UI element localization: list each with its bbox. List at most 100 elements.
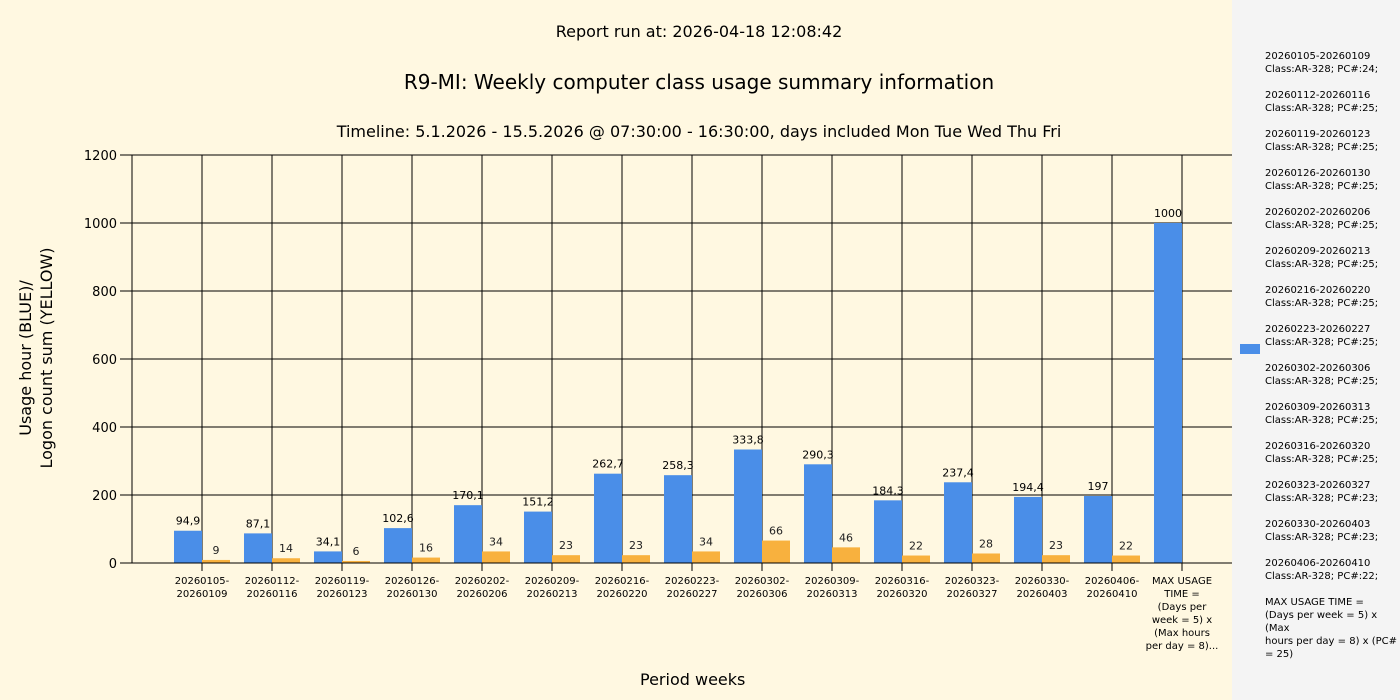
usage-hour-label: 184,3 (872, 484, 904, 497)
usage-hour-label: 258,3 (662, 459, 694, 472)
y-tick-label: 1000 (84, 217, 117, 232)
x-tick-label: 20260309- (805, 576, 860, 587)
chart-subtitle: Timeline: 5.1.2026 - 15.5.2026 @ 07:30:0… (336, 122, 1062, 141)
legend-item: 20260323-20260327 Class:AR-328; PC#:23; (1265, 480, 1379, 504)
usage-hour-label: 197 (1088, 480, 1109, 493)
x-tick-label: 20260406- (1085, 576, 1140, 587)
usage-hour-bar (1154, 223, 1182, 563)
usage-hour-label: 333,8 (732, 434, 764, 447)
logon-count-bar (412, 557, 440, 563)
logon-count-bar (342, 560, 370, 563)
logon-count-label: 46 (839, 531, 853, 544)
usage-hour-label: 194,4 (1012, 481, 1044, 494)
x-tick-label: 20260206 (457, 589, 508, 600)
x-tick-label: 20260327 (947, 589, 998, 600)
legend-item: 20260202-20260206 Class:AR-328; PC#:25; (1265, 207, 1379, 231)
y-tick-label: 400 (92, 421, 117, 436)
x-tick-label: 20260410 (1087, 589, 1138, 600)
usage-hour-bar (804, 464, 832, 563)
legend-item: 20260406-20260410 Class:AR-328; PC#:22; (1265, 558, 1379, 582)
x-tick-label: 20260119- (315, 576, 370, 587)
usage-hour-label: 87,1 (246, 517, 271, 530)
x-tick-label: 20260130 (387, 589, 438, 600)
chart-title: R9-MI: Weekly computer class usage summa… (403, 70, 995, 94)
x-tick-label: 20260302- (735, 576, 790, 587)
x-tick-label: 20260403 (1017, 589, 1068, 600)
x-tick-label: per day = 8)... (1146, 641, 1219, 652)
logon-count-label: 22 (1119, 540, 1133, 553)
legend-item: 20260330-20260403 Class:AR-328; PC#:23; (1265, 519, 1379, 543)
usage-hour-label: 262,7 (592, 458, 624, 471)
legend-swatch (1240, 344, 1260, 354)
x-tick-label: 20260202- (455, 576, 510, 587)
x-tick-label: 20260126- (385, 576, 440, 587)
usage-hour-label: 1000 (1154, 207, 1182, 220)
x-tick-label: 20260227 (667, 589, 718, 600)
x-tick-label: 20260123 (317, 589, 368, 600)
logon-count-bar (692, 551, 720, 563)
legend-item: 20260302-20260306 Class:AR-328; PC#:25; (1265, 363, 1379, 387)
y-tick-label: 1200 (84, 149, 117, 164)
logon-count-label: 28 (979, 537, 993, 550)
x-tick-label: (Max hours (1154, 628, 1210, 639)
logon-count-label: 34 (489, 535, 503, 548)
logon-count-label: 22 (909, 540, 923, 553)
x-tick-label: 20260330- (1015, 576, 1070, 587)
x-tick-label: 20260316- (875, 576, 930, 587)
legend-item: 20260316-20260320 Class:AR-328; PC#:25; (1265, 441, 1379, 465)
logon-count-bar (552, 555, 580, 563)
report-run-time: Report run at: 2026-04-18 12:08:42 (555, 22, 843, 41)
x-tick-label: TIME = (1163, 589, 1200, 600)
x-tick-label: 20260105- (175, 576, 230, 587)
x-tick-label: (Days per (1158, 602, 1208, 613)
logon-count-bar (622, 555, 650, 563)
logon-count-label: 66 (769, 525, 783, 538)
x-tick-label: week = 5) x (1152, 615, 1212, 626)
x-tick-label: 20260223- (665, 576, 720, 587)
usage-hour-bar (244, 533, 272, 563)
legend: 20260105-20260109 Class:AR-328; PC#:24; 2… (1232, 0, 1400, 700)
bar-chart: 0 200 400 600 800 1000 1200 94,9 9 20260105- 20260… (16, 149, 1232, 652)
usage-hour-label: 290,3 (802, 448, 834, 461)
usage-hour-bar (1084, 496, 1112, 563)
legend-item: 20260112-20260116 Class:AR-328; PC#:25; (1265, 90, 1379, 114)
legend-item: 20260209-20260213 Class:AR-328; PC#:25; (1265, 246, 1379, 270)
y-tick-label: 600 (92, 353, 117, 368)
logon-count-bar (272, 558, 300, 563)
usage-hour-bar (314, 551, 342, 563)
legend-item: 20260105-20260109 Class:AR-328; PC#:24; (1265, 51, 1379, 75)
legend-item: 20260126-20260130 Class:AR-328; PC#:25; (1265, 168, 1379, 192)
y-tick-label: 800 (92, 285, 117, 300)
logon-count-bar (832, 547, 860, 563)
legend-item: MAX USAGE TIME = (Days per week = 5) x (… (1265, 597, 1398, 660)
usage-hour-bar (594, 473, 622, 563)
logon-count-label: 16 (419, 542, 433, 555)
legend-item: 20260216-20260220 Class:AR-328; PC#:25; (1265, 285, 1379, 309)
logon-count-bar (1112, 555, 1140, 563)
usage-hour-bar (734, 449, 762, 563)
legend-item: 20260309-20260313 Class:AR-328; PC#:25; (1265, 402, 1379, 426)
y-tick-label: 200 (92, 489, 117, 504)
legend-item: 20260223-20260227 Class:AR-328; PC#:25; (1265, 324, 1379, 348)
logon-count-label: 9 (213, 544, 220, 557)
usage-hour-label: 34,1 (316, 535, 341, 548)
logon-count-label: 23 (629, 539, 643, 552)
legend-item: 20260119-20260123 Class:AR-328; PC#:25; (1265, 129, 1379, 153)
x-tick-label: 20260112- (245, 576, 300, 587)
logon-count-label: 14 (279, 542, 293, 555)
usage-hour-bar (944, 482, 972, 563)
logon-count-label: 23 (559, 539, 573, 552)
logon-count-bar (762, 540, 790, 563)
usage-hour-bar (524, 511, 552, 563)
logon-count-bar (202, 559, 230, 563)
logon-count-bar (972, 553, 1000, 563)
y-axis-label: Logon count sum (YELLOW) (37, 247, 56, 468)
x-tick-label: 20260306 (737, 589, 788, 600)
usage-hour-bar (174, 530, 202, 563)
x-tick-label: 20260209- (525, 576, 580, 587)
usage-hour-label: 170,1 (452, 489, 484, 502)
y-tick-label: 0 (109, 557, 117, 572)
y-axis-label: Usage hour (BLUE)/ (16, 280, 35, 436)
usage-hour-bar (454, 505, 482, 563)
x-tick-label: 20260220 (597, 589, 648, 600)
